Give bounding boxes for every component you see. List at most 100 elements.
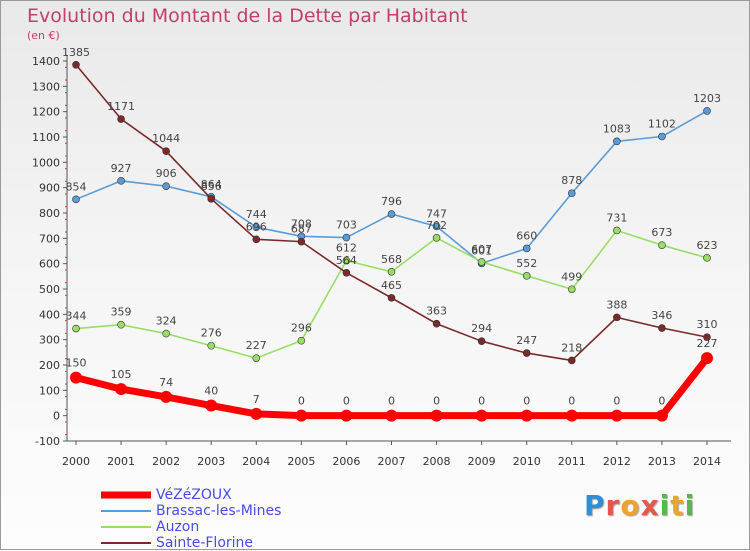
x-tick-label: 2007 [378, 455, 406, 468]
y-tick-label: 900 [39, 182, 60, 195]
data-label: 40 [204, 385, 218, 398]
data-point [385, 409, 398, 422]
data-label: 227 [697, 337, 718, 350]
y-tick-label: 1400 [32, 55, 60, 68]
data-label: 227 [246, 339, 267, 352]
data-label: 906 [156, 167, 177, 180]
data-point [252, 223, 261, 231]
data-label: 0 [433, 395, 440, 408]
data-point [162, 147, 170, 155]
data-point [342, 256, 351, 265]
data-point [477, 337, 486, 345]
data-point [655, 409, 668, 422]
data-point [432, 222, 441, 231]
data-label: 744 [246, 208, 267, 221]
x-tick-label: 2002 [152, 455, 180, 468]
data-label: 0 [343, 395, 350, 408]
data-point [72, 195, 80, 204]
data-label: 0 [523, 395, 530, 408]
y-tick-label: 1000 [32, 156, 60, 169]
data-point [115, 383, 128, 396]
legend-label: VéZéZOUX [156, 487, 232, 503]
data-label: 864 [201, 178, 222, 191]
data-point [72, 324, 80, 333]
data-label: 346 [651, 309, 672, 322]
data-point [117, 115, 125, 123]
data-label: 296 [291, 322, 312, 335]
data-label: 363 [426, 305, 447, 318]
data-point [252, 354, 261, 362]
data-label: 1385 [62, 46, 90, 59]
data-label: 218 [561, 341, 582, 354]
data-point [658, 132, 666, 141]
data-point [522, 244, 531, 253]
x-tick-label: 2010 [513, 455, 541, 468]
legend-swatch [101, 542, 151, 544]
legend-item: Auzon [101, 519, 341, 535]
data-point [160, 390, 173, 403]
data-point [252, 235, 261, 244]
legend-label: Sainte-Florine [156, 535, 254, 551]
data-point [342, 233, 351, 242]
legend-label: Brassac-les-Mines [156, 503, 282, 519]
data-point [342, 268, 351, 277]
data-label: 856 [201, 180, 222, 193]
data-point [430, 409, 443, 422]
data-point [703, 107, 711, 115]
data-label: 796 [381, 195, 402, 208]
data-point [207, 341, 216, 350]
data-label: 703 [336, 219, 357, 232]
data-point [567, 189, 576, 198]
data-point [207, 195, 216, 203]
data-point [610, 409, 623, 422]
x-tick-label: 2005 [287, 455, 315, 468]
data-point [162, 329, 170, 338]
y-tick-label: 1200 [32, 106, 60, 119]
data-label: 568 [381, 253, 402, 266]
x-tick-label: 2006 [332, 455, 360, 468]
data-point [387, 294, 396, 302]
data-label: 673 [651, 226, 672, 239]
y-tick-label: 500 [39, 283, 60, 296]
data-point [658, 241, 666, 249]
data-point [432, 234, 441, 242]
legend-swatch [101, 491, 151, 499]
data-label: 696 [246, 220, 267, 233]
legend-item: Sainte-Florine [101, 535, 341, 551]
data-label: 276 [201, 327, 222, 340]
x-tick-label: 2014 [693, 455, 721, 468]
legend-item: Brassac-les-Mines [101, 503, 341, 519]
data-label: 150 [66, 357, 87, 370]
data-label: 388 [606, 298, 627, 311]
data-point [703, 254, 711, 262]
data-point [340, 409, 353, 422]
y-tick-label: 200 [39, 359, 60, 372]
data-label: 344 [66, 310, 87, 323]
data-point [205, 399, 218, 412]
legend-item: VéZéZOUX [101, 487, 341, 503]
data-label: 324 [156, 315, 177, 328]
data-label: 0 [613, 395, 620, 408]
data-label: 0 [478, 395, 485, 408]
data-label: 0 [568, 395, 575, 408]
data-point [613, 226, 621, 235]
data-point [250, 407, 263, 420]
legend-swatch [101, 510, 151, 512]
data-label: 499 [561, 270, 582, 283]
proxiti-logo: Proxiti [584, 489, 696, 522]
data-point [658, 324, 666, 332]
x-tick-label: 2003 [197, 455, 225, 468]
data-point [72, 60, 80, 69]
y-tick-label: 600 [39, 258, 60, 271]
data-point [703, 333, 711, 341]
data-label: 612 [336, 242, 357, 255]
data-point [701, 352, 713, 365]
data-label: 7 [253, 393, 260, 406]
y-tick-label: 300 [39, 334, 60, 347]
y-tick-label: 700 [39, 232, 60, 245]
data-label: 927 [111, 162, 132, 175]
data-point [565, 409, 578, 422]
data-label: 702 [426, 219, 447, 232]
y-tick-label: 400 [39, 308, 60, 321]
